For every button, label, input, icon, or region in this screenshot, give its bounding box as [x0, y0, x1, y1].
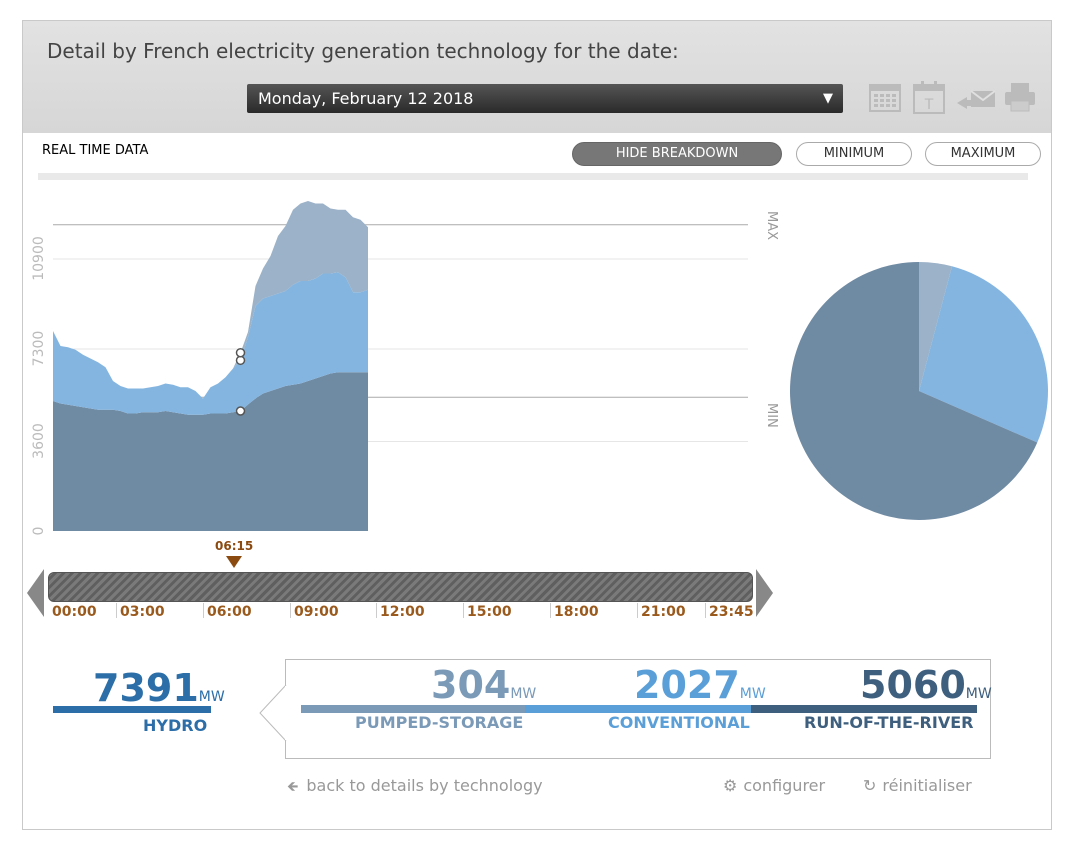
hydro-value: 7391MW — [93, 666, 225, 710]
area-conventional — [53, 272, 368, 415]
run-of-river-label: RUN-OF-THE-RIVER — [804, 713, 974, 732]
timeline-tick-label: 12:00 — [380, 604, 425, 620]
maximum-button[interactable]: MAXIMUM — [925, 142, 1041, 166]
minimum-button[interactable]: MINIMUM — [796, 142, 912, 166]
configure-link[interactable]: ⚙ configurer — [723, 776, 825, 795]
chart-areas — [53, 201, 368, 531]
calendar-today-icon[interactable]: T — [911, 81, 947, 117]
hydro-bar — [53, 706, 211, 713]
timeline-tick-mark — [550, 603, 551, 618]
back-link[interactable]: 🡸 back to details by technology — [287, 776, 543, 800]
refresh-icon: ↻ — [863, 776, 877, 795]
conventional-label: CONVENTIONAL — [608, 713, 750, 732]
timeline-prev-arrow[interactable] — [27, 569, 44, 617]
timeline-tick-label: 00:00 — [52, 604, 97, 620]
pumped-storage-unit: MW — [510, 686, 537, 702]
chart-markers — [235, 347, 246, 416]
max-line-label: MAX — [764, 211, 779, 240]
reset-link[interactable]: ↻ réinitialiser — [863, 776, 972, 795]
pie-slice-run-of-the-river — [789, 262, 1038, 520]
breakdown-pie — [789, 262, 1048, 520]
gear-icon: ⚙ — [723, 776, 738, 795]
run-of-river-bar — [751, 705, 977, 713]
run-of-river-unit: MW — [965, 686, 992, 702]
timeline-scrollbar[interactable] — [48, 572, 753, 602]
cursor-point — [235, 355, 246, 366]
generation-detail-panel: Detail by French electricity generation … — [22, 20, 1052, 830]
email-icon[interactable] — [957, 81, 997, 115]
timeline-tick-label: 23:45 — [709, 604, 754, 620]
run-of-river-value: 5060MW — [860, 663, 992, 707]
print-icon[interactable] — [1003, 81, 1037, 115]
breakdown-pointer — [259, 685, 287, 741]
calendar-today-letter: T — [924, 97, 934, 113]
back-link-label: back to details by technology — [306, 776, 543, 795]
hide-breakdown-button[interactable]: HIDE BREAKDOWN — [572, 142, 782, 166]
chevron-down-icon: ▼ — [823, 91, 833, 106]
time-cursor-label: 06:15 — [215, 539, 254, 553]
realtime-label: REAL TIME DATA — [42, 143, 149, 158]
timeline-tick-mark — [203, 603, 204, 618]
timeline-tick-mark — [463, 603, 464, 618]
hydro-number: 7391 — [93, 666, 199, 710]
pumped-storage-number: 304 — [431, 663, 511, 707]
conventional-value: 2027MW — [634, 663, 766, 707]
pumped-storage-label: PUMPED-STORAGE — [355, 713, 524, 732]
divider — [38, 173, 1028, 180]
y-tick-label: 3600 — [31, 423, 47, 459]
page-title: Detail by French electricity generation … — [47, 39, 679, 63]
area-pumped-storage — [53, 201, 368, 399]
conventional-bar — [525, 705, 751, 713]
timeline-tick-mark — [637, 603, 638, 618]
timeline-tick-mark — [376, 603, 377, 618]
timeline-next-arrow[interactable] — [756, 569, 773, 617]
date-value: Monday, February 12 2018 — [258, 89, 474, 108]
configure-label: configurer — [743, 776, 826, 795]
timeline-tick-label: 03:00 — [120, 604, 165, 620]
header-bar: Detail by French electricity generation … — [23, 21, 1051, 133]
y-tick-label: 7300 — [31, 331, 47, 367]
arrow-left-icon: 🡸 — [287, 779, 299, 795]
cursor-point — [235, 406, 246, 416]
reset-label: réinitialiser — [882, 776, 972, 795]
cursor-point — [235, 347, 246, 358]
time-cursor-handle[interactable] — [226, 556, 242, 568]
timeline-tick-label: 06:00 — [207, 604, 252, 620]
pie-slice-pumped-storage — [919, 262, 952, 391]
timeline-tick-mark — [116, 603, 117, 618]
date-select[interactable]: Monday, February 12 2018 ▼ — [247, 84, 843, 113]
timeline-tick-label: 18:00 — [554, 604, 599, 620]
y-axis-labels: 0 3600 7300 10900 — [31, 236, 47, 535]
timeline-tick-label: 21:00 — [641, 604, 686, 620]
timeline-tick-mark — [705, 603, 706, 618]
min-line-label: MIN — [764, 403, 779, 428]
timeline-tick-label: 09:00 — [294, 604, 339, 620]
conventional-number: 2027 — [634, 663, 740, 707]
calendar-icon[interactable] — [867, 81, 903, 115]
timeline-tick-mark — [290, 603, 291, 618]
y-tick-label: 0 — [31, 527, 47, 536]
hydro-unit: MW — [198, 689, 225, 705]
conventional-unit: MW — [739, 686, 766, 702]
pumped-storage-bar — [301, 705, 525, 713]
pumped-storage-value: 304MW — [431, 663, 536, 707]
pie-slice-conventional — [919, 266, 1048, 443]
y-tick-label: 10900 — [31, 236, 47, 281]
run-of-river-number: 5060 — [860, 663, 966, 707]
area-run-of-the-river — [53, 372, 368, 531]
hydro-label: HYDRO — [143, 716, 208, 735]
timeline-tick-label: 15:00 — [467, 604, 512, 620]
generation-chart: 0 3600 7300 10900 MAX MIN — [31, 201, 1048, 535]
